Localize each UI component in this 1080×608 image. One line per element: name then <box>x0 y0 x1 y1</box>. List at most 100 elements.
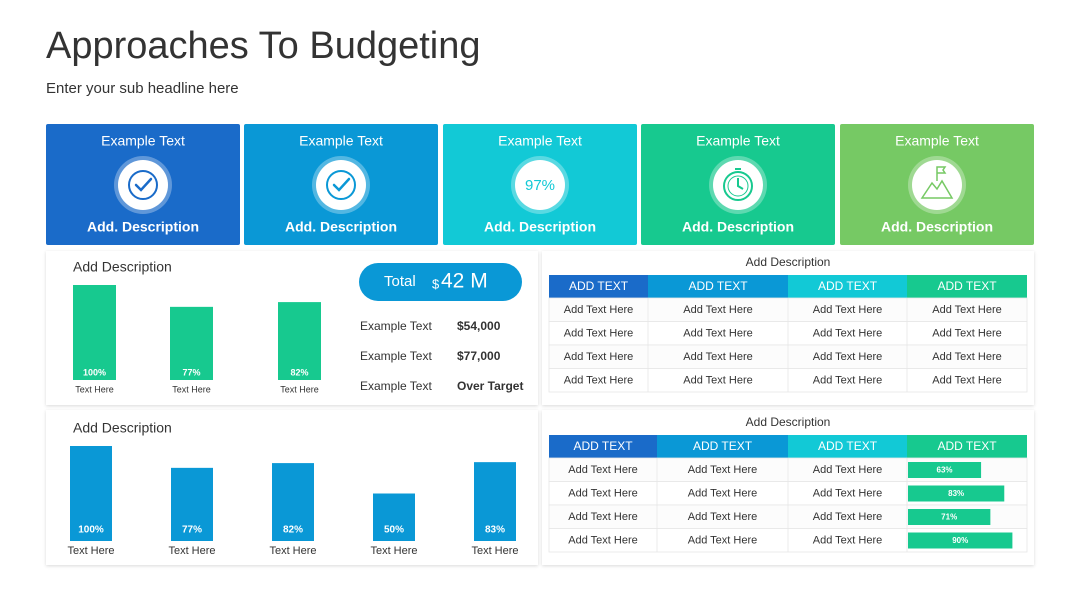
table-header-cell <box>549 435 657 458</box>
progress-bar <box>908 462 982 478</box>
bar <box>272 463 314 541</box>
card-description: Add. Description <box>285 219 397 235</box>
summary-label: Example Text <box>360 379 432 393</box>
card-title: Example Text <box>299 133 383 149</box>
icon <box>727 175 749 197</box>
table-header: ADD TEXT <box>573 439 633 453</box>
category-label: Text Here <box>168 545 215 557</box>
category-label: Text Here <box>269 545 316 557</box>
table-cell: Add Text Here <box>568 534 638 546</box>
icon <box>723 171 753 201</box>
chart-title: Add Description <box>73 420 172 436</box>
table-cell: Add Text Here <box>932 374 1002 386</box>
chart-title: Add Description <box>73 259 172 275</box>
category-label: Text Here <box>67 545 114 557</box>
currency: $ <box>432 276 440 291</box>
bar-label: 77% <box>182 525 202 536</box>
table-cell: Add Text Here <box>564 304 634 316</box>
table-header-cell <box>648 275 788 298</box>
category-label: Text Here <box>280 384 319 394</box>
icon <box>326 170 356 200</box>
card-title: Example Text <box>101 133 185 149</box>
table-header: ADD TEXT <box>818 279 878 293</box>
table-cell: Add Text Here <box>932 351 1002 363</box>
bar <box>474 462 516 541</box>
bar-label: 82% <box>283 525 303 536</box>
table-cell: Add Text Here <box>813 351 883 363</box>
category-label: Text Here <box>172 384 211 394</box>
table-header-cell <box>788 275 907 298</box>
table-title: Add Description <box>746 415 831 429</box>
table-header: ADD TEXT <box>688 279 748 293</box>
card-title: Example Text <box>895 133 979 149</box>
summary-label: Example Text <box>360 349 432 363</box>
icon <box>332 177 351 192</box>
table-cell: Add Text Here <box>683 304 753 316</box>
table-cell: Add Text Here <box>568 511 638 523</box>
progress-label: 71% <box>941 513 957 522</box>
progress-bar <box>908 509 991 525</box>
icon <box>735 168 744 190</box>
total-amount: 42 M <box>441 270 488 293</box>
table-cell: Add Text Here <box>683 351 753 363</box>
summary-value: $77,000 <box>457 349 501 363</box>
table-cell: Add Text Here <box>688 487 758 499</box>
total-label: Total <box>384 273 416 290</box>
category-label: Text Here <box>75 384 114 394</box>
table-cell: Add Text Here <box>813 487 883 499</box>
icon-bg <box>118 160 168 210</box>
card-title: Example Text <box>498 133 582 149</box>
table-cell: Add Text Here <box>568 487 638 499</box>
card-description: Add. Description <box>881 219 993 235</box>
bar-label: 83% <box>485 525 505 536</box>
progress-bar <box>908 485 1005 502</box>
table-cell: Add Text Here <box>564 327 634 339</box>
bar <box>171 467 213 541</box>
table-cell: Add Text Here <box>564 351 634 363</box>
icon-bg <box>316 160 366 210</box>
bar-label: 100% <box>78 525 104 536</box>
table-header: ADD TEXT <box>818 439 878 453</box>
card-title: Example Text <box>696 133 780 149</box>
bar <box>170 306 213 380</box>
table-header-cell <box>907 435 1027 458</box>
table-header: ADD TEXT <box>937 279 997 293</box>
table-cell: Add Text Here <box>688 511 758 523</box>
bar <box>278 302 321 380</box>
card-description: Add. Description <box>484 219 596 235</box>
table-header-cell <box>549 275 648 298</box>
progress-label: 63% <box>937 466 953 475</box>
summary-label: Example Text <box>360 319 432 333</box>
subtitle: Enter your sub headline here <box>46 80 239 97</box>
card-description: Add. Description <box>87 219 199 235</box>
table-cell: Add Text Here <box>688 534 758 546</box>
icon <box>128 170 158 200</box>
bar <box>373 493 415 541</box>
icon <box>936 166 947 181</box>
table-title: Add Description <box>746 255 831 269</box>
table-cell: Add Text Here <box>568 464 638 476</box>
table-cell: Add Text Here <box>932 327 1002 339</box>
table-header-cell <box>788 435 907 458</box>
bar-label: 82% <box>290 367 308 377</box>
table-header-cell <box>657 435 788 458</box>
progress-label: 90% <box>952 536 968 545</box>
summary-value: Over Target <box>457 379 523 393</box>
bar-label: 77% <box>182 367 200 377</box>
table-cell: Add Text Here <box>813 534 883 546</box>
title: Approaches To Budgeting <box>46 25 481 67</box>
table-header: ADD TEXT <box>937 439 997 453</box>
progress-label: 83% <box>948 489 964 498</box>
table-cell: Add Text Here <box>813 374 883 386</box>
table-cell: Add Text Here <box>813 464 883 476</box>
table-cell: Add Text Here <box>683 374 753 386</box>
bar <box>73 285 116 380</box>
icon-bg <box>515 160 565 210</box>
table-header: ADD TEXT <box>569 279 629 293</box>
bar <box>70 446 112 541</box>
table-header: ADD TEXT <box>693 439 753 453</box>
icon <box>920 179 954 199</box>
table-cell: Add Text Here <box>813 327 883 339</box>
table-cell: Add Text Here <box>932 304 1002 316</box>
